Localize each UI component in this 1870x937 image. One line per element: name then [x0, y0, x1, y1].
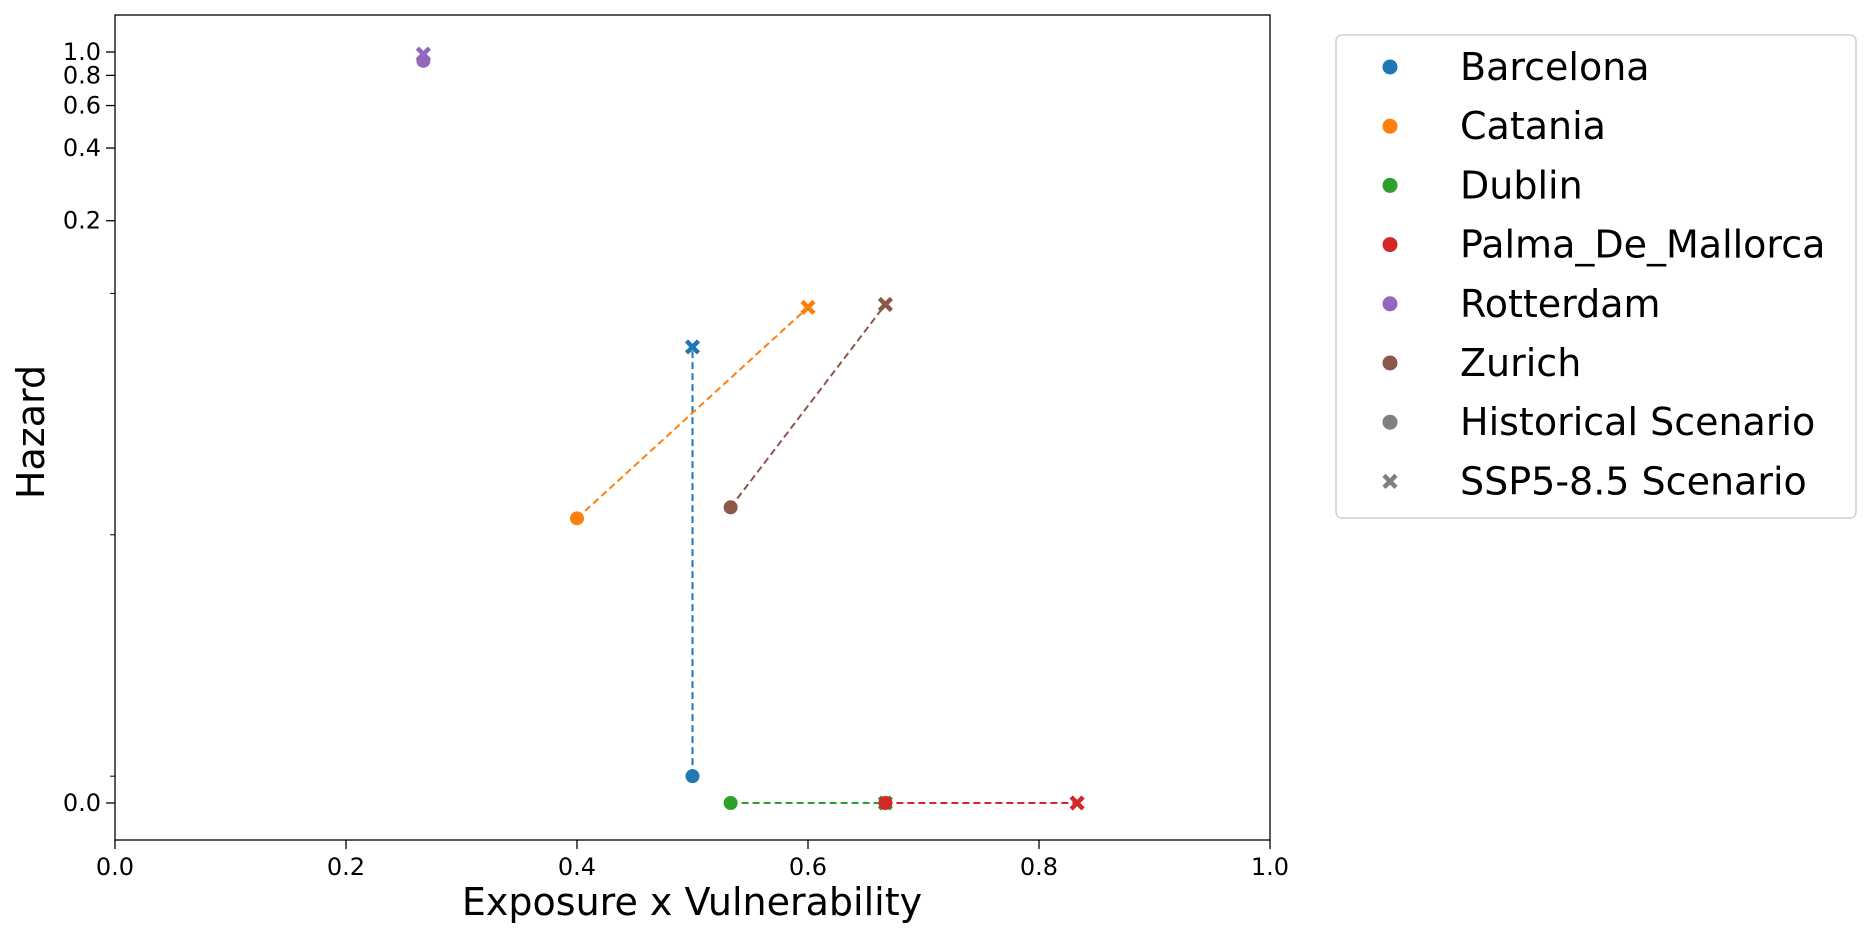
- x-tick-label: 0.6: [789, 853, 827, 881]
- y-axis-ticks: 0.0 0.2 0.4 0.6 0.81.0: [63, 38, 115, 817]
- x-tick-label: 0.2: [327, 853, 365, 881]
- legend-marker: [1382, 296, 1398, 312]
- historical-point: [570, 511, 584, 526]
- legend-marker: [1382, 355, 1398, 371]
- historical-point: [685, 769, 700, 784]
- legend-label: Palma_De_Mallorca: [1460, 223, 1825, 267]
- y-tick-label: 0.6: [63, 92, 101, 120]
- legend-label: Rotterdam: [1460, 282, 1661, 326]
- legend: Barcelona Catania Dublin Palma_De_Mallorca R…: [1335, 34, 1857, 519]
- plot-area: [114, 14, 1271, 841]
- historical-point: [878, 796, 893, 810]
- legend-marker: [1382, 177, 1398, 193]
- legend-label: Catania: [1460, 104, 1606, 148]
- legend-label: Dublin: [1460, 163, 1583, 207]
- x-tick-label: 0.4: [558, 853, 596, 881]
- legend-marker: [1382, 414, 1398, 430]
- historical-point: [723, 500, 738, 515]
- legend-box: [1335, 34, 1857, 519]
- x-tick-label: 0.0: [96, 853, 134, 881]
- historical-point: [416, 53, 431, 68]
- y-tick-label: 1.0: [63, 38, 101, 66]
- legend-label: Barcelona: [1460, 45, 1650, 89]
- ssp585-point: [684, 339, 701, 355]
- legend-label: Historical Scenario: [1460, 400, 1815, 444]
- connector-line: [576, 306, 809, 520]
- legend-marker: [1382, 237, 1398, 253]
- historical-point: [723, 796, 738, 810]
- x-axis-ticks: 0.0 0.2 0.4 0.6 0.8 1.0: [96, 840, 1289, 881]
- connector-lines: [422, 54, 1078, 804]
- legend-label: Zurich: [1460, 341, 1581, 385]
- ssp585-point: [877, 296, 893, 313]
- y-tick-label: 0.0: [63, 789, 101, 817]
- y-tick-label: 0.8: [63, 61, 101, 89]
- y-tick-label: 0.4: [63, 134, 101, 162]
- legend-marker: [1382, 59, 1398, 75]
- y-axis-title: Hazard: [9, 365, 53, 499]
- legend-marker-x: [1382, 473, 1398, 489]
- connector-line: [729, 303, 887, 508]
- ssp585-point: [1069, 795, 1085, 811]
- x-tick-label: 1.0: [1251, 853, 1289, 881]
- y-tick-label: 0.2: [63, 207, 101, 235]
- legend-marker: [1382, 118, 1398, 134]
- x-axis-title: Exposure x Vulnerability: [462, 880, 922, 924]
- data-points: [415, 46, 1085, 811]
- x-tick-label: 0.8: [1020, 853, 1058, 881]
- ssp585-point: [800, 299, 816, 315]
- legend-label: SSP5-8.5 Scenario: [1460, 459, 1807, 503]
